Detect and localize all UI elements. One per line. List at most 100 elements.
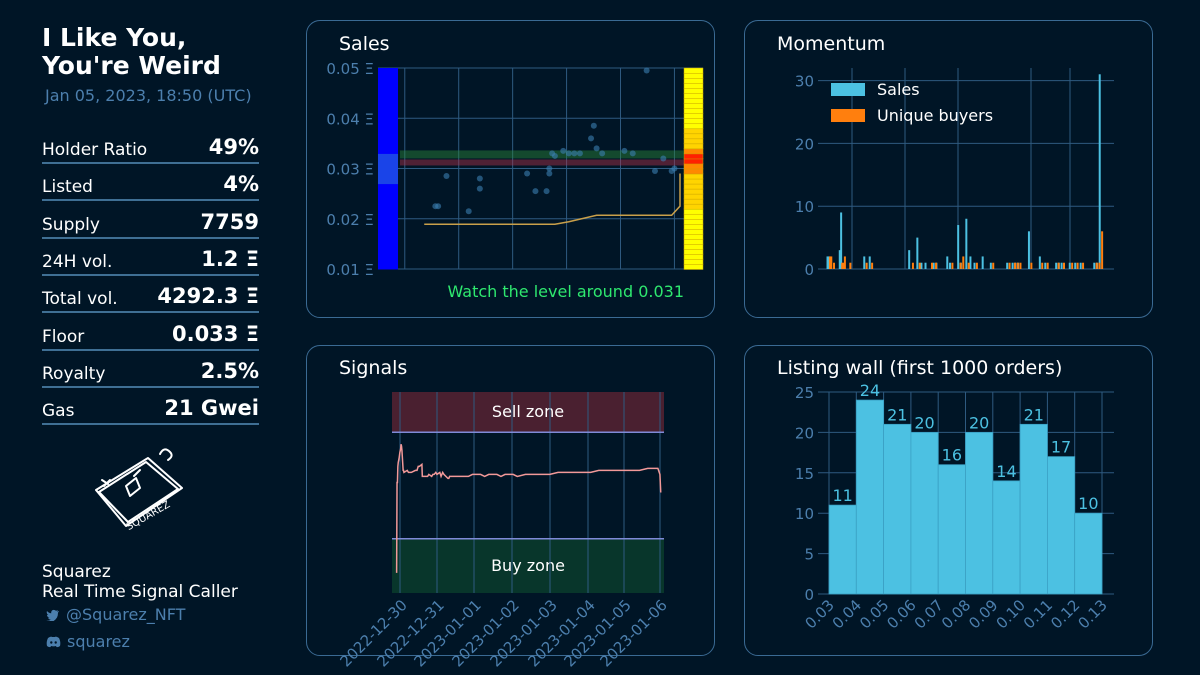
momentum-buyers-bar: [951, 262, 954, 269]
stat-label: Listed: [42, 177, 93, 198]
sales-floor-line: [424, 173, 681, 226]
sales-note: Watch the level around 0.031: [447, 282, 684, 301]
sales-heat-cell: [683, 148, 704, 155]
stat-value: 0.033 Ξ: [171, 321, 259, 346]
sales-heat-cell: [683, 143, 704, 150]
sales-point: [593, 145, 600, 152]
sales-point: [476, 175, 483, 182]
listing-x-tick: 0.10: [993, 596, 1029, 632]
sales-heat-cell: [683, 193, 704, 200]
listing-x-tick: 0.13: [1074, 596, 1110, 632]
sales-heat-cell: [683, 183, 704, 190]
momentum-buyers-bar: [1019, 262, 1022, 269]
momentum-buyers-bar: [1095, 262, 1098, 269]
listing-bar-label: 20: [969, 413, 989, 432]
stat-value: 4292.3 Ξ: [157, 284, 259, 309]
momentum-buyers-bar: [865, 262, 868, 269]
twitter-handle[interactable]: @Squarez_NFT: [66, 605, 186, 624]
listing-y-tick: 25: [795, 384, 814, 402]
discord-link[interactable]: squarez: [46, 632, 130, 651]
sales-depth-cell: [378, 168, 398, 175]
momentum-buyers-bar: [849, 262, 852, 269]
sales-depth-cell: [378, 253, 398, 260]
sales-depth-cell: [378, 173, 398, 180]
sales-heat-cell: [683, 208, 704, 215]
sales-depth-cell: [378, 233, 398, 240]
stat-value: 21 Gwei: [164, 396, 259, 421]
listing-bar: [1074, 512, 1103, 595]
sales-heat-cell: [683, 198, 704, 205]
momentum-sales-bar: [1060, 262, 1063, 269]
sales-depth-cell: [378, 193, 398, 200]
listing-wall-panel: [744, 345, 1153, 656]
sales-heat-cell: [683, 203, 704, 210]
momentum-sales-bar: [973, 262, 976, 269]
sales-heat-cell: [683, 102, 704, 109]
sales-point: [546, 165, 553, 172]
momentum-sales-bar: [838, 250, 841, 269]
momentum-buyers-bar: [1041, 262, 1044, 269]
sales-heat-cell: [683, 112, 704, 119]
stat-row: Floor 0.033 Ξ: [42, 313, 259, 351]
listing-y-tick: 0: [804, 586, 814, 604]
sales-heat-cell: [683, 188, 704, 195]
listing-bar: [1047, 456, 1076, 595]
sales-depth-cell: [378, 198, 398, 205]
sales-y-tick: 0.03 Ξ: [326, 161, 374, 179]
sales-heat-cell: [683, 213, 704, 220]
listing-bar: [965, 431, 994, 595]
listing-bar-label: 14: [996, 462, 1016, 481]
listing-x-tick: 0.07: [911, 596, 947, 632]
momentum-buyers-bar: [841, 262, 844, 269]
sales-depth-cell: [378, 153, 398, 159]
sales-depth-cell: [378, 128, 398, 134]
listing-x-tick: 0.04: [829, 596, 865, 632]
momentum-sales-bar: [1068, 262, 1071, 269]
listing-bar: [828, 504, 857, 595]
sales-heat-cell: [683, 178, 704, 185]
sales-depth-cell: [378, 98, 398, 104]
sales-depth-cell: [378, 183, 398, 190]
momentum-buyers-bar: [992, 262, 995, 269]
momentum-legend-sales-swatch: [831, 83, 865, 96]
footer-name: Squarez: [42, 562, 111, 582]
sales-heat-cell: [683, 223, 704, 230]
listing-wall-title: Listing wall (first 1000 orders): [777, 357, 1063, 379]
momentum-y-tick: 10: [795, 198, 814, 216]
listing-bar-label: 21: [887, 405, 907, 424]
sales-depth-cell: [378, 263, 398, 270]
sales-depth-cell: [378, 108, 398, 114]
sales-heat-cell: [683, 67, 704, 74]
momentum-y-tick: 20: [795, 135, 814, 153]
stat-row: 24H vol. 1.2 Ξ: [42, 238, 259, 276]
momentum-buyers-bar: [843, 256, 846, 269]
listing-bar-label: 17: [1051, 438, 1071, 457]
momentum-sales-bar: [932, 262, 935, 269]
momentum-buyers-bar: [918, 262, 921, 269]
momentum-sales-bar: [1055, 262, 1058, 269]
sales-depth-cell: [378, 213, 398, 220]
momentum-buyers-bar: [1082, 262, 1085, 269]
sales-y-tick: 0.05 Ξ: [326, 60, 374, 78]
twitter-link[interactable]: @Squarez_NFT: [46, 605, 185, 624]
listing-bar-label: 16: [942, 446, 962, 465]
sales-heat-cell: [683, 238, 704, 245]
momentum-sales-bar: [1093, 262, 1096, 269]
discord-handle[interactable]: squarez: [67, 632, 130, 651]
squarez-logo: SQUAREZ: [90, 440, 190, 536]
momentum-sales-bar: [946, 256, 949, 269]
sales-heat-cell: [683, 107, 704, 114]
momentum-buyers-bar: [871, 262, 874, 269]
momentum-legend-buyers-swatch: [831, 109, 865, 122]
listing-bar-label: 11: [832, 486, 852, 505]
sales-heat-cell: [683, 138, 704, 145]
sales-depth-cell: [378, 133, 398, 139]
listing-bar: [855, 399, 884, 595]
momentum-sales-bar: [1098, 74, 1101, 269]
sales-depth-cell: [378, 158, 398, 164]
sales-heat-cell: [683, 228, 704, 235]
momentum-sales-bar: [868, 256, 871, 269]
listing-x-tick: 0.08: [938, 596, 974, 632]
signals-title: Signals: [339, 357, 408, 379]
sales-point: [590, 122, 597, 129]
